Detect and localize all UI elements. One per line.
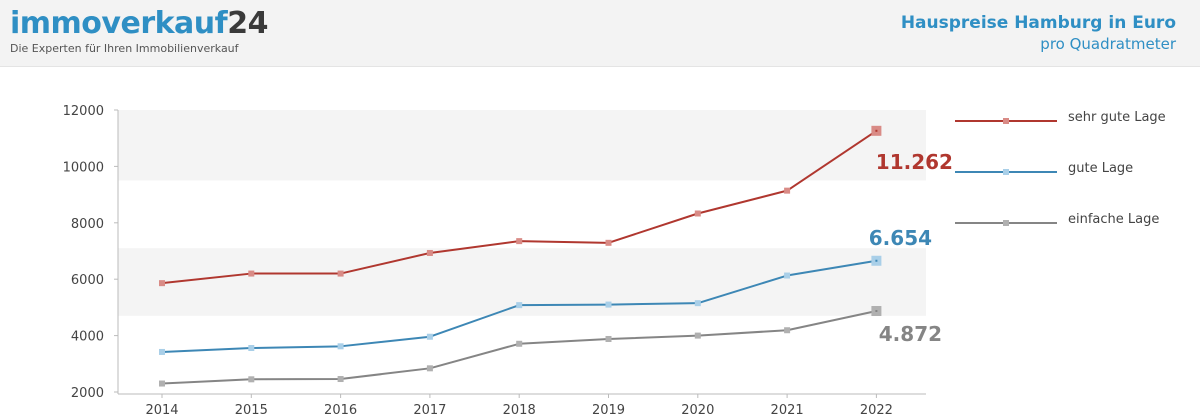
y-tick-label: 8000 bbox=[71, 217, 104, 232]
legend-marker bbox=[1003, 118, 1009, 124]
x-tick-label: 2019 bbox=[592, 403, 625, 418]
legend-marker bbox=[1003, 220, 1009, 226]
chart-title-box: Hauspreise Hamburg in Euro pro Quadratme… bbox=[901, 12, 1176, 54]
data-point bbox=[337, 343, 344, 350]
data-point bbox=[337, 270, 344, 277]
data-point-center bbox=[875, 259, 878, 262]
x-tick-label: 2018 bbox=[503, 403, 536, 418]
data-point bbox=[694, 300, 701, 307]
data-point bbox=[159, 380, 165, 387]
data-point bbox=[159, 348, 165, 355]
x-tick-label: 2015 bbox=[235, 403, 268, 418]
data-point-center bbox=[875, 310, 878, 313]
data-point bbox=[159, 280, 165, 287]
legend-label: einfache Lage bbox=[1068, 212, 1160, 227]
logo-tagline: Die Experten für Ihren Immobilienverkauf bbox=[10, 42, 239, 55]
y-tick-label: 4000 bbox=[71, 330, 104, 345]
data-point bbox=[248, 376, 255, 383]
legend-label: gute Lage bbox=[1068, 161, 1134, 176]
data-point bbox=[337, 376, 344, 383]
x-tick-label: 2017 bbox=[413, 403, 446, 418]
data-point bbox=[426, 249, 433, 256]
logo-main-text: immoverkauf bbox=[10, 6, 228, 41]
data-point bbox=[784, 272, 791, 279]
legend-label: sehr gute Lage bbox=[1068, 110, 1166, 125]
data-point-center bbox=[875, 129, 878, 132]
chart-title: Hauspreise Hamburg in Euro bbox=[900, 13, 1176, 33]
data-point bbox=[784, 187, 791, 194]
legend-marker bbox=[1003, 169, 1009, 175]
data-point bbox=[248, 270, 255, 277]
x-tick-label: 2016 bbox=[324, 403, 357, 418]
background-band bbox=[118, 110, 926, 181]
data-point bbox=[605, 335, 612, 342]
data-point bbox=[605, 239, 612, 246]
y-tick-label: 10000 bbox=[63, 160, 104, 175]
data-point bbox=[694, 210, 701, 217]
data-point bbox=[516, 340, 523, 347]
data-point bbox=[605, 301, 612, 308]
data-point bbox=[248, 345, 255, 352]
data-point bbox=[426, 333, 433, 340]
y-tick-label: 6000 bbox=[71, 273, 104, 288]
data-point bbox=[784, 327, 791, 334]
x-tick-label: 2014 bbox=[145, 403, 178, 418]
y-tick-label: 12000 bbox=[63, 104, 104, 119]
y-tick-label: 2000 bbox=[71, 386, 104, 401]
end-value-label: 4.872 bbox=[879, 322, 942, 346]
x-tick-label: 2020 bbox=[681, 403, 714, 418]
logo-accent-text: 24 bbox=[227, 6, 268, 41]
logo-wordmark: immoverkauf24 bbox=[10, 6, 268, 42]
data-point bbox=[516, 238, 523, 245]
header-bar: immoverkauf24 Die Experten für Ihren Imm… bbox=[0, 0, 1200, 67]
x-tick-label: 2021 bbox=[771, 403, 804, 418]
chart-subtitle: pro Quadratmeter bbox=[1040, 35, 1176, 53]
data-point bbox=[426, 365, 433, 372]
end-value-label: 11.262 bbox=[876, 150, 953, 174]
data-point bbox=[694, 332, 701, 339]
x-tick-label: 2022 bbox=[860, 403, 893, 418]
data-point bbox=[516, 302, 523, 309]
logo[interactable]: immoverkauf24 Die Experten für Ihren Imm… bbox=[10, 6, 268, 55]
end-value-label: 6.654 bbox=[869, 226, 932, 250]
